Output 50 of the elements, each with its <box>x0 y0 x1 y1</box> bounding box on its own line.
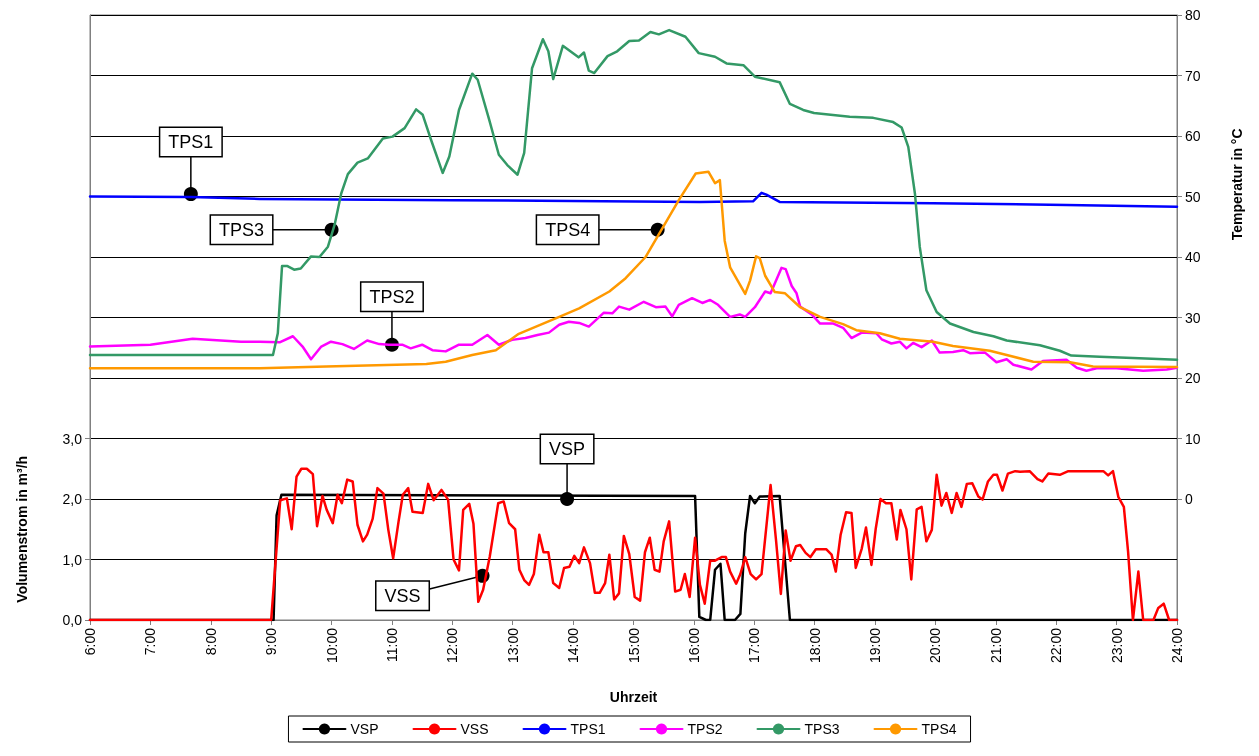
line-series <box>88 28 1179 362</box>
legend-label: TPS3 <box>804 721 840 737</box>
x-tick-label: 7:00 <box>142 627 159 656</box>
x-tick-label: 16:00 <box>685 627 702 664</box>
y2-tick-label: 40 <box>1185 249 1201 265</box>
legend-label: VSP <box>350 721 379 737</box>
y2-tick-label: 20 <box>1185 370 1201 386</box>
y2-tick-label: 70 <box>1185 67 1201 84</box>
x-tick-label: 24:00 <box>1169 627 1185 664</box>
y2-tick-label: 0 <box>1185 491 1193 507</box>
y-axis-title: Volumenstrom in m³/h <box>14 455 30 603</box>
x-tick-label: 15:00 <box>625 627 642 664</box>
x-axis-title: Uhrzeit <box>609 689 658 705</box>
x-tick-label: 18:00 <box>806 627 823 664</box>
y2-tick-label: 50 <box>1185 188 1201 205</box>
y-tick-label: 3,0 <box>62 430 83 447</box>
x-tick-label: 20:00 <box>927 627 944 664</box>
annotation: TPS3 <box>219 219 265 240</box>
y2-tick-label: 80 <box>1185 7 1201 23</box>
x-tick-label: 21:00 <box>987 627 1004 664</box>
x-tick-label: 12:00 <box>444 627 461 664</box>
x-tick-label: 19:00 <box>867 627 884 664</box>
line-series <box>88 266 1179 372</box>
annotation: TPS2 <box>369 286 415 307</box>
legend-label: TPS4 <box>921 721 957 737</box>
x-tick-label: 9:00 <box>263 627 280 656</box>
x-tick-label: 22:00 <box>1048 627 1065 664</box>
y-tick-label: 1,0 <box>62 551 83 568</box>
legend-label: TPS1 <box>570 721 606 737</box>
annotation: TPS1 <box>168 132 214 153</box>
legend-label: VSS <box>460 721 489 737</box>
x-tick-label: 17:00 <box>746 627 763 664</box>
legend-label: TPS2 <box>687 721 723 737</box>
y-tick-label: 2,0 <box>62 491 83 507</box>
y2-tick-label: 60 <box>1185 128 1201 144</box>
annotation: VSP <box>549 439 586 459</box>
line-series <box>88 170 1179 370</box>
x-tick-label: 13:00 <box>504 627 521 664</box>
x-tick-label: 23:00 <box>1108 627 1125 664</box>
x-tick-label: 11:00 <box>383 627 400 662</box>
y-tick-label: 0,0 <box>62 612 83 628</box>
annotation: TPS4 <box>545 219 591 240</box>
y2-tick-label: 30 <box>1185 309 1201 326</box>
y2-axis-title: Temperatur in °C <box>1229 128 1245 241</box>
y2-tick-label: 10 <box>1185 430 1201 447</box>
x-tick-label: 8:00 <box>202 627 219 656</box>
x-tick-label: 14:00 <box>565 627 582 664</box>
annotation: VSS <box>384 585 421 606</box>
x-tick-label: 6:00 <box>82 627 98 656</box>
x-tick-label: 10:00 <box>323 627 340 664</box>
